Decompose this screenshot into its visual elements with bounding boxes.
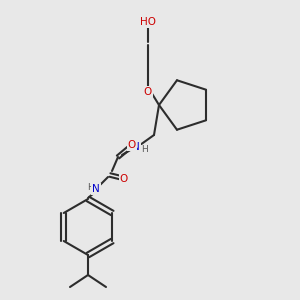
- Text: O: O: [128, 140, 136, 150]
- Text: H: H: [87, 182, 93, 191]
- Text: HO: HO: [140, 17, 156, 27]
- Text: O: O: [144, 87, 152, 97]
- Text: O: O: [120, 174, 128, 184]
- Text: H: H: [142, 146, 148, 154]
- Text: N: N: [92, 184, 100, 194]
- Text: N: N: [132, 142, 140, 152]
